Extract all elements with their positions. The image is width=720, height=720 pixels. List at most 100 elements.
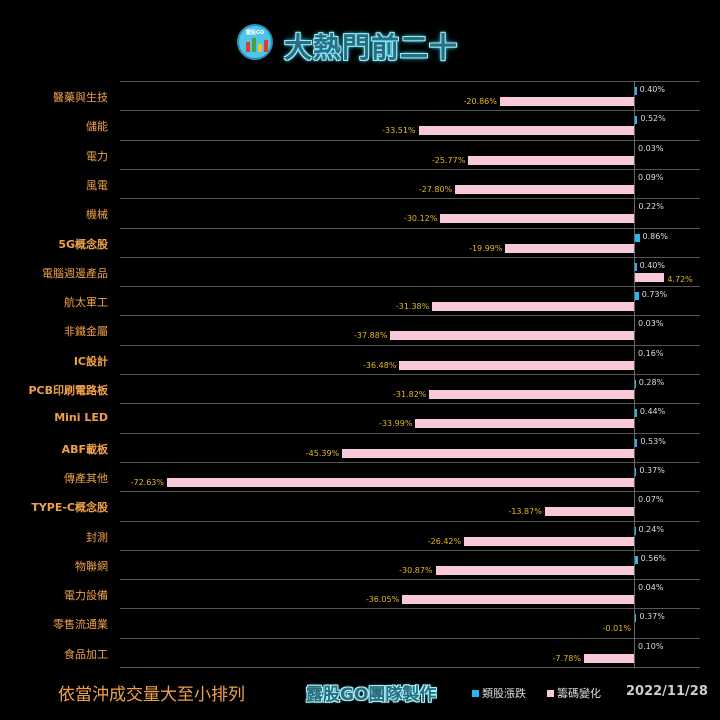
chip-change-bar [399, 360, 634, 370]
sector-change-value: 0.24% [638, 524, 664, 534]
chart-row: 零售流通業 0.37% -0.01% [0, 608, 720, 637]
chart-row: 封測 0.24% -26.42% [0, 520, 720, 550]
category-label: 食品加工 [64, 647, 108, 661]
chip-change-bar [402, 595, 634, 605]
sector-change-value: 0.04% [638, 583, 664, 593]
sector-change-bar [634, 233, 640, 242]
legend-label: 籌碼變化 [557, 687, 601, 700]
sector-change-value: 0.37% [639, 465, 665, 475]
chip-change-value: -37.88% [354, 331, 388, 341]
sector-change-value: 0.28% [638, 378, 665, 387]
chip-change-value: -0.01% [602, 624, 631, 634]
chip-change-bar [499, 97, 634, 106]
sector-change-value: 0.09% [638, 172, 664, 182]
chart-row: 醫藥與生技 0.40% -20.86% [0, 81, 720, 110]
chip-change-value: -7.78% [552, 653, 581, 663]
chart-row: Mini LED 0.44% -33.99% [0, 403, 720, 432]
sector-change-bar [634, 116, 638, 125]
sector-change-value: 0.52% [640, 114, 666, 124]
chart-row: 食品加工 0.10% -7.78% [0, 637, 720, 667]
category-label: Mini LED [54, 411, 108, 425]
chart-row: 風電 0.09% -27.80% [0, 168, 720, 198]
chart-row: 非鐵金屬 0.03% -37.88% [0, 315, 720, 344]
chart-row: IC設計 0.16% -36.48% [0, 344, 720, 374]
chip-change-bar [468, 155, 634, 165]
chip-change-bar [342, 448, 634, 458]
chip-change-value: -72.63% [130, 477, 164, 487]
sector-change-value: 0.44% [639, 407, 666, 417]
chip-change-value: -26.42% [427, 536, 462, 546]
legend-label: 類股漲跌 [482, 687, 526, 700]
gridline [120, 549, 700, 551]
gridline [120, 315, 700, 317]
chip-change-bar [544, 507, 634, 517]
sector-change-value: 0.56% [640, 553, 667, 563]
gridline [120, 520, 700, 522]
chip-change-bar [435, 565, 634, 575]
chip-change-value: -45.39% [305, 448, 340, 458]
gridline [120, 432, 700, 434]
chart-row: 電腦週邊產品 0.40% 4.72% [0, 256, 720, 286]
chip-change-bar [440, 214, 634, 224]
sector-change-value: 0.10% [638, 641, 664, 651]
gridline [120, 344, 700, 346]
sector-change-value: 0.37% [639, 612, 665, 622]
chart-row: 儲能 0.52% -33.51% [0, 110, 720, 139]
gridline [120, 286, 700, 288]
chip-change-value: -33.99% [379, 419, 413, 429]
chip-change-bar [583, 653, 634, 663]
category-label: 物聯網 [75, 559, 108, 573]
category-label: 風電 [86, 178, 108, 192]
gridline [120, 403, 700, 405]
gridline [120, 198, 700, 200]
gridline [120, 667, 700, 668]
category-label: TYPE-C概念股 [31, 501, 108, 515]
team-credit: 露股GO團隊製作 [306, 685, 437, 705]
sector-change-value: 0.07% [638, 495, 664, 505]
sector-change-value: 0.03% [638, 143, 664, 153]
category-label: IC設計 [73, 354, 108, 368]
category-label: 封測 [86, 530, 108, 544]
chip-change-value: -27.80% [418, 184, 453, 194]
chart-row: 傳產其他 0.37% -72.63% [0, 461, 720, 491]
sector-change-value: 0.73% [641, 290, 668, 300]
legend-swatch-blue [472, 689, 479, 697]
category-label: 傳產其他 [64, 471, 108, 485]
chip-change-bar [634, 272, 665, 282]
chart-row: ABF載板 0.53% -45.39% [0, 432, 720, 462]
chip-change-value: -13.87% [508, 507, 542, 517]
gridline [120, 256, 700, 258]
chart-row: PCB印刷電路板 0.28% -31.82% [0, 374, 720, 403]
sector-change-value: 0.03% [638, 319, 664, 329]
page-title: 大熱門前二十 [284, 31, 459, 64]
sector-change-value: 0.16% [638, 348, 664, 358]
chip-change-value: -31.38% [395, 302, 430, 312]
gridline [120, 637, 700, 639]
sector-change-value: 0.53% [640, 436, 666, 446]
sector-change-bar [634, 438, 638, 447]
chip-change-value: -30.12% [403, 214, 438, 224]
chip-change-bar [464, 536, 634, 546]
gridline [120, 227, 700, 229]
chip-change-bar [166, 477, 634, 487]
sector-change-bar [634, 555, 638, 564]
category-label: 電力 [86, 149, 108, 163]
logo-icon: 露股GO [237, 24, 273, 60]
gridline [120, 579, 700, 581]
chip-change-bar [415, 419, 634, 429]
sort-note: 依當沖成交量大至小排列 [58, 685, 245, 705]
chip-change-value: 4.72% [667, 274, 693, 284]
chip-change-value: -36.05% [365, 595, 400, 605]
sector-change-bar [634, 262, 637, 271]
sector-change-value: 0.86% [642, 231, 668, 241]
sector-change-value: 0.40% [639, 85, 665, 94]
chart-row: 航太軍工 0.73% -31.38% [0, 286, 720, 315]
sector-change-bar [634, 614, 637, 623]
legend-swatch-pink [547, 689, 554, 697]
sector-change-value: 0.40% [639, 260, 665, 270]
chip-change-value: -33.51% [382, 126, 416, 136]
date-label: 2022/11/28 [626, 684, 708, 699]
category-label: ABF載板 [61, 442, 108, 456]
chip-change-bar [429, 390, 634, 399]
sector-change-bar [634, 409, 637, 418]
